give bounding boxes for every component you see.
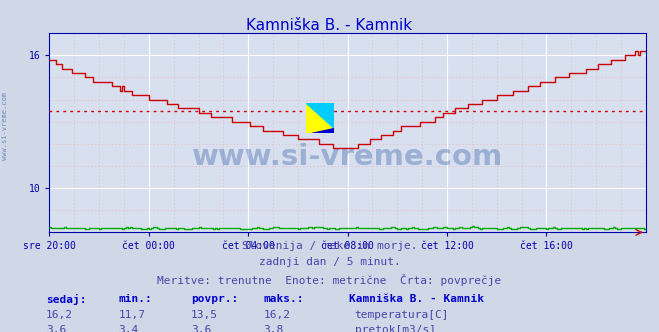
- Text: min.:: min.:: [119, 294, 152, 304]
- Text: 3,4: 3,4: [119, 325, 139, 332]
- Text: temperatura[C]: temperatura[C]: [355, 310, 449, 320]
- Text: www.si-vreme.com: www.si-vreme.com: [2, 92, 9, 160]
- Text: maks.:: maks.:: [264, 294, 304, 304]
- Text: Kamniška B. - Kamnik: Kamniška B. - Kamnik: [246, 18, 413, 33]
- Polygon shape: [310, 128, 334, 133]
- Text: Kamniška B. - Kamnik: Kamniška B. - Kamnik: [349, 294, 484, 304]
- Text: zadnji dan / 5 minut.: zadnji dan / 5 minut.: [258, 257, 401, 267]
- Text: 16,2: 16,2: [46, 310, 73, 320]
- Text: 3,6: 3,6: [191, 325, 212, 332]
- Text: 3,8: 3,8: [264, 325, 284, 332]
- Polygon shape: [306, 103, 334, 128]
- Text: 11,7: 11,7: [119, 310, 146, 320]
- Text: Slovenija / reke in morje.: Slovenija / reke in morje.: [242, 241, 417, 251]
- Text: pretok[m3/s]: pretok[m3/s]: [355, 325, 436, 332]
- Text: 13,5: 13,5: [191, 310, 218, 320]
- Text: www.si-vreme.com: www.si-vreme.com: [192, 143, 503, 171]
- Text: sedaj:: sedaj:: [46, 294, 86, 305]
- Text: povpr.:: povpr.:: [191, 294, 239, 304]
- Text: 16,2: 16,2: [264, 310, 291, 320]
- Text: 3,6: 3,6: [46, 325, 67, 332]
- Text: Meritve: trenutne  Enote: metrične  Črta: povprečje: Meritve: trenutne Enote: metrične Črta: …: [158, 274, 501, 286]
